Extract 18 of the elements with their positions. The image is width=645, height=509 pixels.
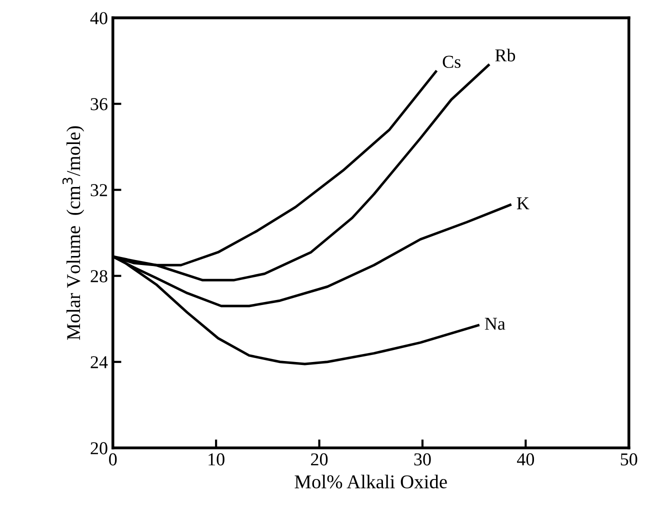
series-label: Na xyxy=(484,318,506,330)
x-axis-title: Mol% Alkali Oxide xyxy=(294,474,447,488)
x-tick-label: 10 xyxy=(208,453,224,466)
y-tick-label: 32 xyxy=(90,184,108,196)
y-tick-label: 24 xyxy=(90,356,108,368)
series-label: K xyxy=(516,197,530,210)
y-tick-label: 36 xyxy=(90,98,108,110)
y-tick-label: 40 xyxy=(90,12,108,24)
series-label: Cs xyxy=(442,56,460,68)
y-tick-label: 20 xyxy=(90,442,108,454)
y-tick-label: 28 xyxy=(90,270,108,282)
x-tick-label: 40 xyxy=(517,453,534,466)
series-label: Rb xyxy=(495,48,516,62)
x-tick-label: 0 xyxy=(109,453,117,466)
x-tick-label: 30 xyxy=(414,453,431,466)
y-axis-title: Molar Volume (cm$^{3}$/mole) xyxy=(62,126,84,340)
x-tick-label: 20 xyxy=(311,453,328,466)
x-tick-label: 50 xyxy=(620,453,638,466)
